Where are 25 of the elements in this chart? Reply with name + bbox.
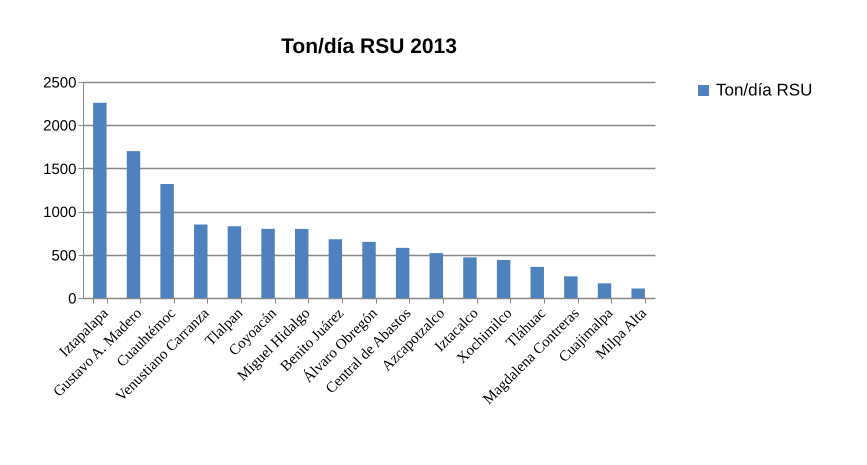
bar: [294, 228, 308, 298]
bar: [328, 239, 342, 298]
bar: [496, 260, 510, 298]
bar: [396, 248, 410, 298]
y-tick-label: 2000: [43, 118, 76, 135]
bar: [430, 253, 444, 298]
y-tick-label: 1500: [43, 160, 76, 178]
bar: [631, 288, 645, 298]
bar: [160, 184, 174, 298]
y-tick-label: 1000: [43, 204, 76, 222]
bar: [228, 226, 242, 298]
bar: [362, 242, 376, 298]
y-tick-label: 2500: [43, 74, 76, 92]
bar: [126, 151, 140, 298]
bar: [463, 257, 477, 298]
legend-label: Ton/día RSU: [716, 80, 812, 100]
y-tick-label: 0: [68, 290, 76, 308]
chart-title: Ton/día RSU 2013: [281, 35, 457, 58]
bar: [261, 228, 275, 298]
y-tick-label: 500: [51, 247, 76, 264]
bar: [93, 102, 107, 298]
bar: [598, 283, 612, 298]
bar: [530, 266, 544, 298]
bar: [564, 276, 578, 298]
bar: [194, 224, 208, 298]
